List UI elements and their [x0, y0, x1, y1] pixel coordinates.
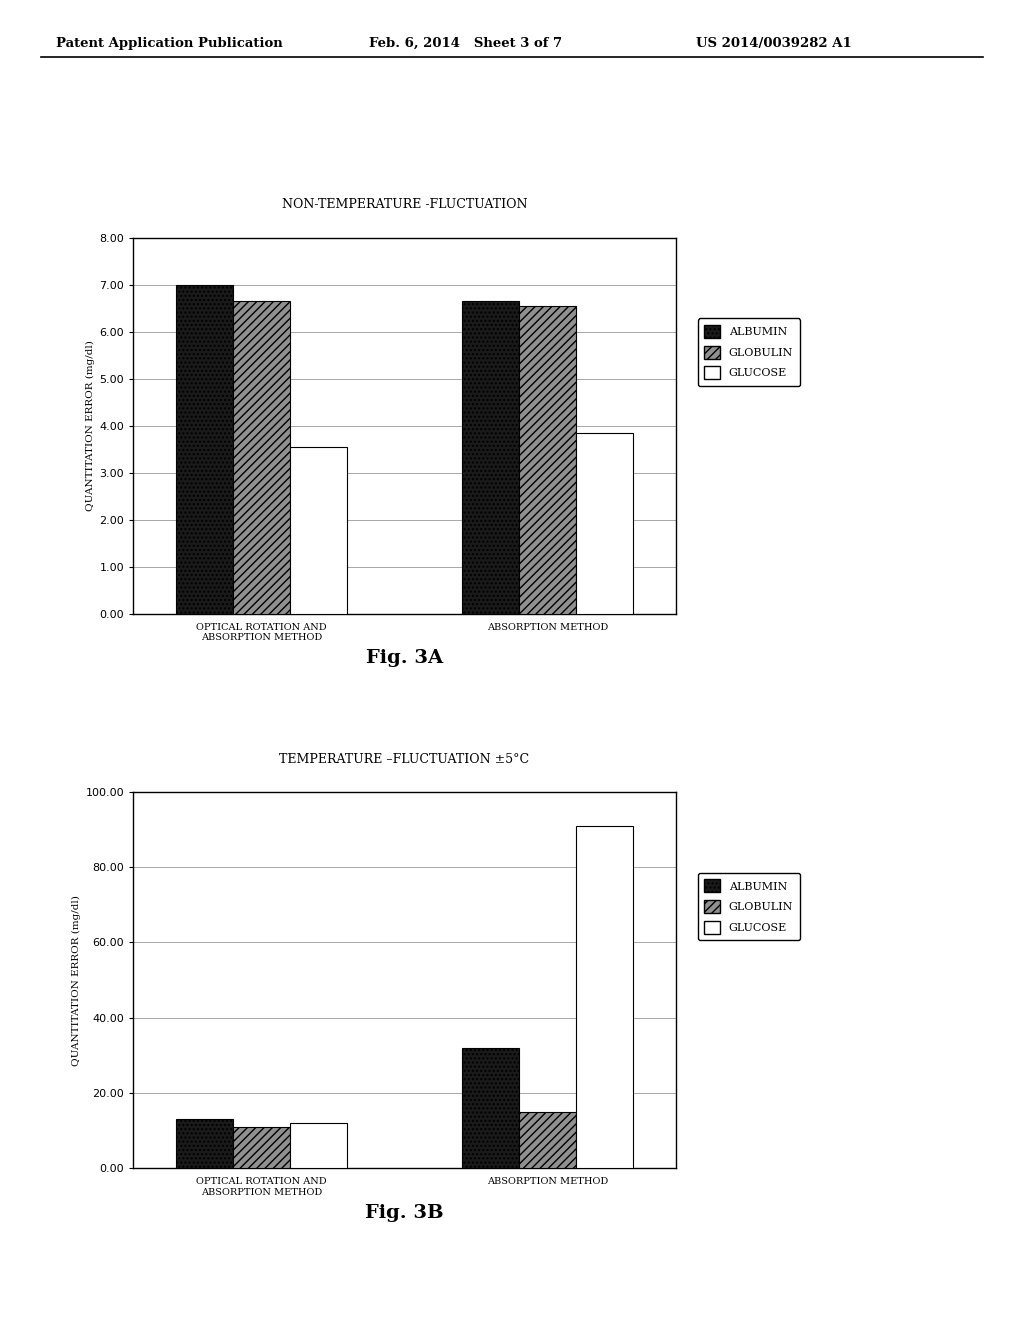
Text: US 2014/0039282 A1: US 2014/0039282 A1 [696, 37, 852, 50]
Bar [519, 306, 575, 614]
Text: Feb. 6, 2014   Sheet 3 of 7: Feb. 6, 2014 Sheet 3 of 7 [369, 37, 562, 50]
Text: Fig. 3A: Fig. 3A [366, 649, 443, 668]
Text: Patent Application Publication: Patent Application Publication [56, 37, 283, 50]
Bar [176, 1119, 233, 1168]
Text: Fig. 3B: Fig. 3B [366, 1204, 443, 1222]
Legend: ALBUMIN, GLOBULIN, GLUCOSE: ALBUMIN, GLOBULIN, GLUCOSE [697, 873, 800, 940]
Text: TEMPERATURE –FLUCTUATION ±5°C: TEMPERATURE –FLUCTUATION ±5°C [280, 752, 529, 766]
Legend: ALBUMIN, GLOBULIN, GLUCOSE: ALBUMIN, GLOBULIN, GLUCOSE [697, 318, 800, 385]
Bar [290, 447, 347, 614]
Y-axis label: QUANTITATION ERROR (mg/dl): QUANTITATION ERROR (mg/dl) [72, 895, 81, 1065]
Bar [290, 1123, 347, 1168]
Bar [462, 1048, 519, 1168]
Bar [575, 826, 633, 1168]
Bar [233, 301, 290, 614]
Bar [233, 1127, 290, 1168]
Bar [176, 285, 233, 614]
Bar [519, 1111, 575, 1168]
Bar [462, 301, 519, 614]
Y-axis label: QUANTITATION ERROR (mg/dl): QUANTITATION ERROR (mg/dl) [86, 341, 95, 511]
Bar [575, 433, 633, 614]
Text: NON-TEMPERATURE -FLUCTUATION: NON-TEMPERATURE -FLUCTUATION [282, 198, 527, 211]
